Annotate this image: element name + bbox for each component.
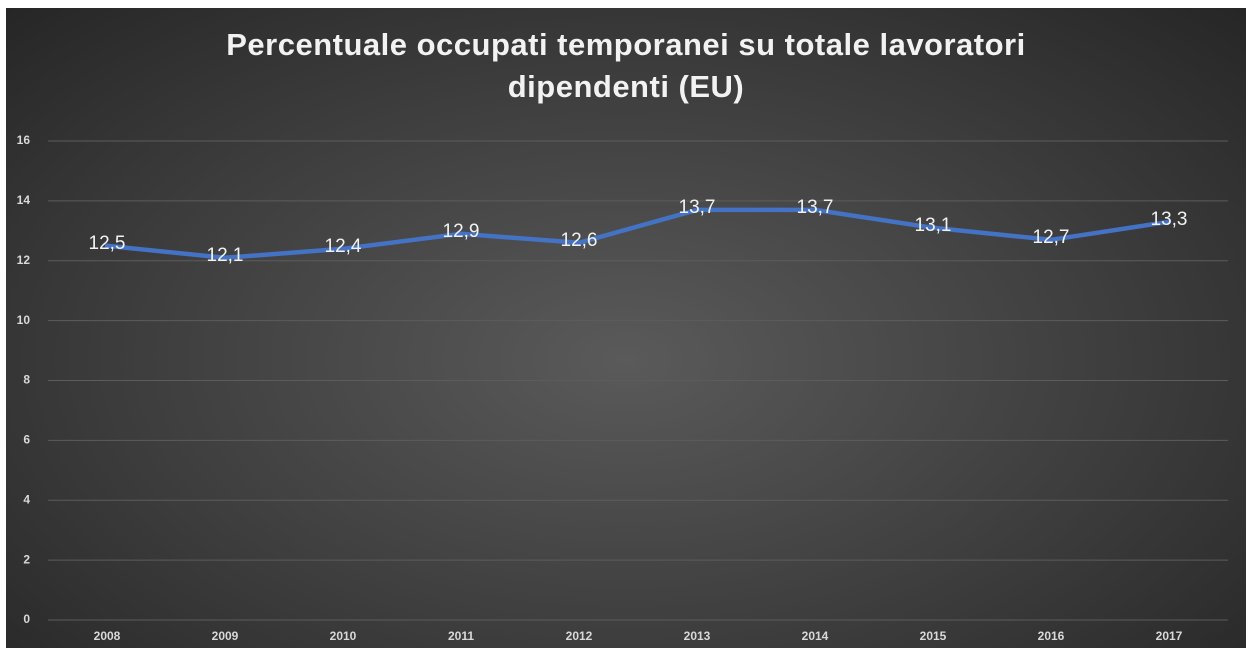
data-label: 13,7 — [679, 197, 716, 218]
x-tick-label: 2016 — [1038, 629, 1065, 643]
data-label: 12,6 — [561, 230, 598, 251]
x-tick-label: 2012 — [566, 629, 593, 643]
data-label: 13,3 — [1151, 209, 1188, 230]
y-tick-label: 12 — [17, 253, 31, 267]
chart-area: Percentuale occupati temporanei su total… — [6, 8, 1246, 648]
x-tick-label: 2011 — [448, 629, 474, 643]
x-tick-label: 2010 — [330, 629, 357, 643]
data-label: 12,5 — [89, 233, 126, 254]
data-label: 12,4 — [325, 236, 362, 257]
series-line — [104, 207, 1172, 261]
x-tick-label: 2013 — [684, 629, 711, 643]
x-tick-label: 2014 — [802, 629, 829, 643]
chart-title: Percentuale occupati temporanei su total… — [226, 27, 1026, 104]
y-tick-label: 4 — [23, 492, 30, 506]
data-label: 13,1 — [915, 215, 952, 236]
x-tick-label: 2008 — [94, 629, 121, 643]
data-label: 12,7 — [1033, 227, 1070, 248]
x-tick-label: 2009 — [212, 629, 239, 643]
x-tick-label: 2015 — [920, 629, 947, 643]
data-label: 12,9 — [443, 221, 480, 242]
y-tick-label: 10 — [17, 313, 31, 327]
y-tick-label: 14 — [17, 193, 31, 207]
y-tick-label: 16 — [17, 133, 31, 147]
x-tick-label: 2017 — [1156, 629, 1183, 643]
data-label: 12,1 — [207, 245, 244, 266]
y-tick-label: 0 — [23, 612, 30, 626]
y-tick-label: 6 — [23, 433, 30, 447]
data-label: 13,7 — [797, 197, 834, 218]
y-tick-label: 8 — [23, 373, 30, 387]
chart: 0 2 4 6 8 10 12 14 16 2008 2009 2010 2011 2012 2013 201… — [17, 133, 1228, 643]
y-tick-label: 2 — [23, 552, 30, 566]
